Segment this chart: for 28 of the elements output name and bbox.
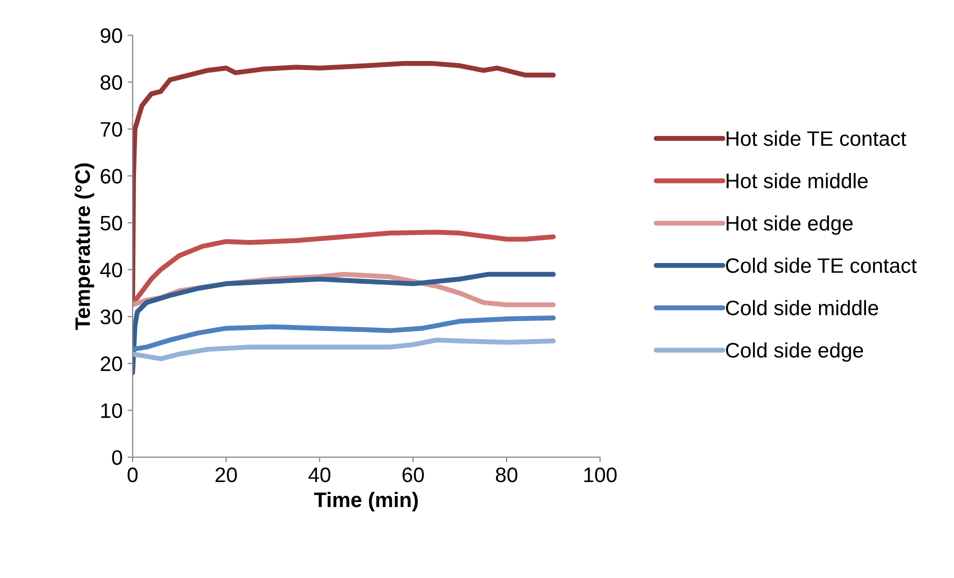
x-tick-label: 0 bbox=[128, 467, 138, 482]
y-axis-title: Temperature (°C) bbox=[74, 163, 94, 330]
x-tick-label: 40 bbox=[308, 467, 330, 482]
y-tick-label: 50 bbox=[100, 216, 122, 231]
legend-label: Cold side edge bbox=[726, 342, 864, 362]
y-tick-label: 10 bbox=[101, 403, 122, 418]
y-tick-label: 60 bbox=[100, 168, 122, 184]
line-series bbox=[132, 316, 556, 352]
y-tick-label: 70 bbox=[100, 122, 122, 137]
x-tick-label: 80 bbox=[496, 467, 518, 482]
y-tick-label: 90 bbox=[100, 28, 122, 44]
legend-label: Hot side TE contact bbox=[726, 130, 906, 146]
y-tick-label: 0 bbox=[112, 450, 122, 465]
legend-label: Hot side edge bbox=[726, 215, 853, 235]
line-series bbox=[132, 338, 556, 362]
y-tick-label: 20 bbox=[100, 356, 122, 372]
line-series bbox=[132, 230, 556, 305]
x-tick-label: 100 bbox=[584, 467, 617, 482]
x-tick-label: 60 bbox=[402, 467, 424, 482]
y-tick-label: 80 bbox=[100, 75, 122, 90]
line-series bbox=[132, 272, 556, 376]
legend-label: Hot side middle bbox=[726, 173, 868, 188]
legend-label: Cold side TE contact bbox=[726, 258, 917, 273]
legend-label: Cold side middle bbox=[726, 300, 878, 316]
x-axis-title: Time (min) bbox=[314, 492, 418, 512]
y-tick-label: 40 bbox=[100, 262, 122, 278]
x-tick-label: 20 bbox=[216, 467, 237, 482]
y-tick-label: 30 bbox=[100, 310, 122, 324]
